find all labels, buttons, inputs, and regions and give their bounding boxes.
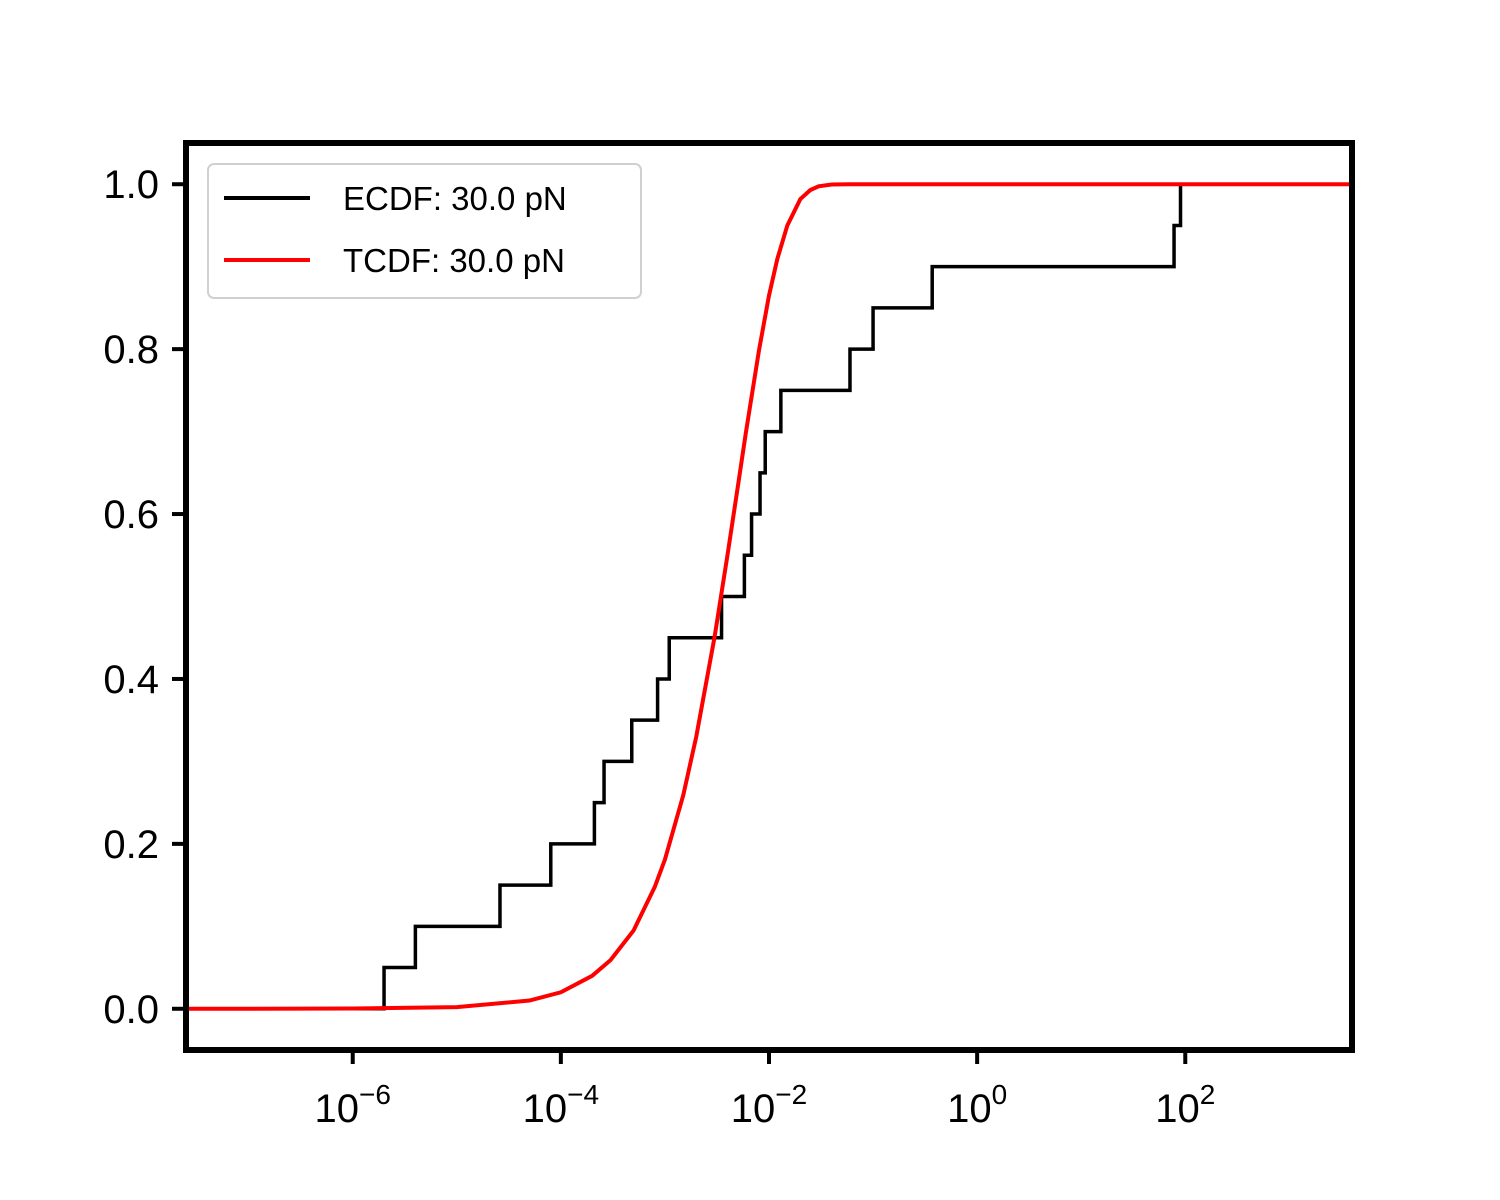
x-tick-label: 100 bbox=[947, 1079, 1007, 1131]
x-tick-label: 10−6 bbox=[315, 1079, 391, 1131]
y-axis: 0.0 0.2 0.4 0.6 0.8 1.0 bbox=[103, 163, 183, 1032]
y-tick-label: 0.2 bbox=[103, 823, 159, 867]
plot-area bbox=[186, 182, 1352, 1011]
legend-box bbox=[207, 163, 642, 299]
series-line-ecdf bbox=[186, 184, 1183, 1011]
x-tick-label: 10−4 bbox=[523, 1079, 599, 1131]
y-tick-label: 0.8 bbox=[103, 328, 159, 372]
plot-frame bbox=[183, 140, 1355, 1053]
series-line-tcdf bbox=[186, 182, 1352, 1011]
x-tick-label: 10−2 bbox=[731, 1079, 807, 1131]
legend-label: TCDF: 30.0 pN bbox=[343, 242, 565, 279]
legend-label: ECDF: 30.0 pN bbox=[343, 180, 567, 217]
y-tick-label: 1.0 bbox=[103, 163, 159, 207]
y-tick-label: 0.0 bbox=[103, 988, 159, 1032]
y-tick-label: 0.4 bbox=[103, 658, 159, 702]
x-tick-label: 102 bbox=[1155, 1079, 1215, 1131]
x-axis: 10−6 10−4 10−2 100 102 bbox=[315, 1053, 1215, 1131]
y-tick-label: 0.6 bbox=[103, 493, 159, 537]
legend: ECDF: 30.0 pN TCDF: 30.0 pN bbox=[207, 163, 642, 299]
